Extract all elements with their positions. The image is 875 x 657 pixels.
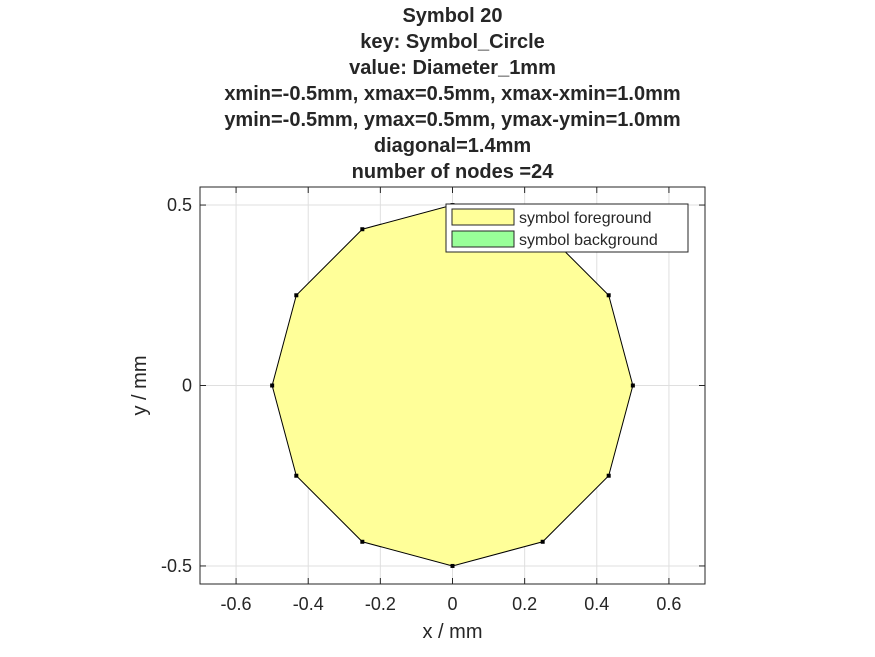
legend-label-background: symbol background	[519, 232, 658, 249]
chart-title-line: value: Diameter_1mm	[349, 57, 556, 79]
y-tick-label: 0	[182, 376, 192, 396]
symbol-node-marker	[294, 473, 299, 478]
chart-title-line: diagonal=1.4mm	[374, 135, 531, 157]
legend-swatch-foreground	[451, 208, 515, 226]
symbol-node-marker	[360, 539, 365, 544]
chart-title: Symbol 20 key: Symbol_Circle value: Diamet…	[224, 5, 680, 183]
axis-ticks: -0.6 -0.4 -0.2 0 0.2 0.4 0.6 -0.5 0 0.5	[161, 187, 705, 614]
symbol-node-marker	[270, 383, 275, 388]
y-tick-label: 0.5	[167, 195, 192, 215]
legend: symbol foreground symbol background	[445, 203, 689, 253]
chart-title-line: number of nodes =24	[352, 161, 555, 183]
x-axis-label: x / mm	[423, 621, 483, 643]
symbol-node-marker	[360, 227, 365, 232]
symbol-node-marker	[630, 383, 635, 388]
y-tick-label: -0.5	[161, 556, 192, 576]
x-tick-label: -0.2	[365, 594, 396, 614]
symbol-node-marker	[294, 293, 299, 298]
chart-title-line: Symbol 20	[402, 5, 502, 27]
chart-title-line: ymin=-0.5mm, ymax=0.5mm, ymax-ymin=1.0mm	[224, 109, 680, 131]
x-tick-label: 0.2	[512, 594, 537, 614]
legend-swatch-background	[451, 230, 515, 248]
chart-title-line: key: Symbol_Circle	[360, 31, 545, 53]
x-tick-label: -0.6	[221, 594, 252, 614]
x-tick-label: 0	[447, 594, 457, 614]
symbol-node-marker	[450, 563, 455, 568]
chart-title-line: xmin=-0.5mm, xmax=0.5mm, xmax-xmin=1.0mm	[224, 83, 680, 105]
x-tick-label: 0.4	[584, 594, 609, 614]
x-tick-label: -0.4	[293, 594, 324, 614]
symbol-node-marker	[540, 539, 545, 544]
y-axis-label: y / mm	[129, 356, 151, 416]
symbol-node-marker	[606, 293, 611, 298]
x-tick-label: 0.6	[656, 594, 681, 614]
legend-label-foreground: symbol foreground	[519, 210, 652, 227]
symbol-node-marker	[606, 473, 611, 478]
